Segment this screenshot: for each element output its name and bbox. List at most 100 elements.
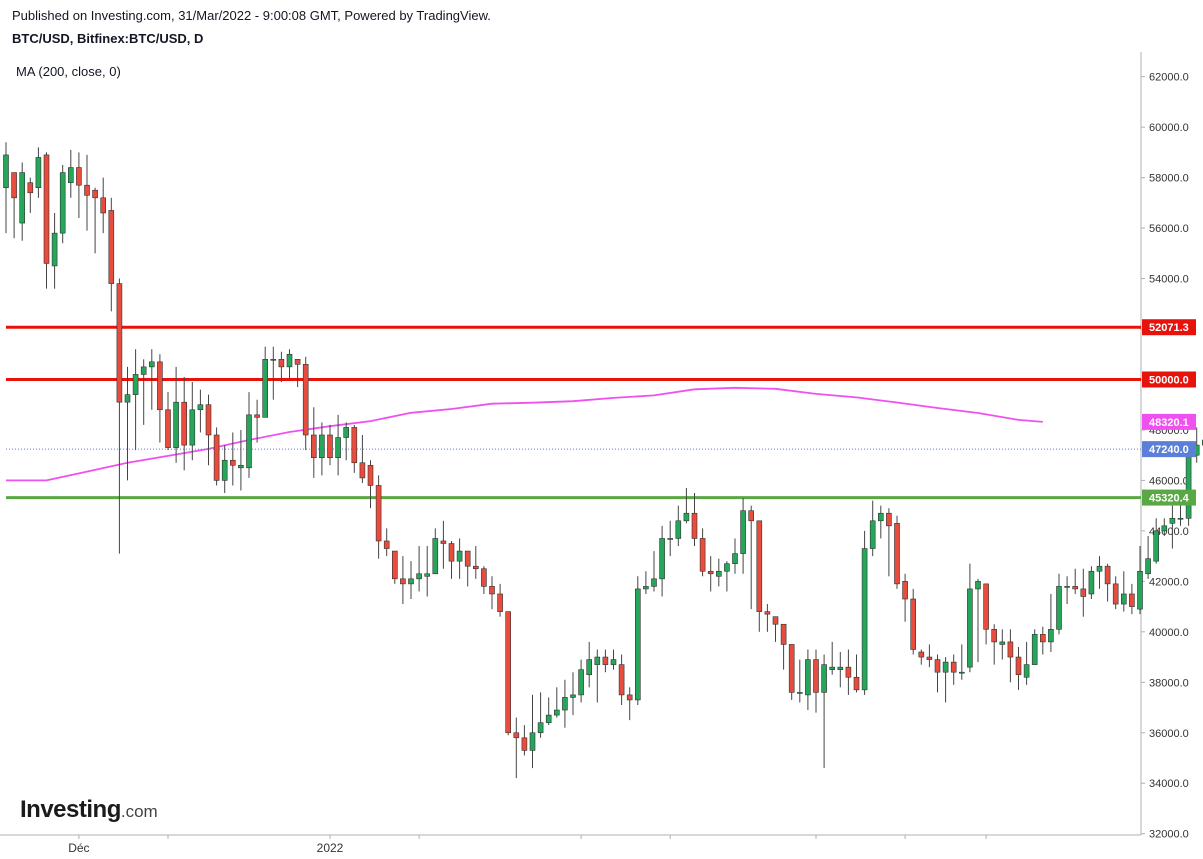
candle-body (456, 550, 463, 562)
investing-logo: Investing.com (20, 796, 158, 824)
candle-body (327, 434, 333, 459)
candle (181, 376, 187, 471)
candle (173, 366, 179, 463)
candle-body (278, 359, 285, 368)
candle-body (51, 232, 58, 267)
candle (707, 556, 714, 592)
candle (772, 616, 779, 642)
candle (367, 460, 374, 509)
candle (602, 649, 609, 673)
candle (829, 641, 836, 675)
candle-body (967, 588, 973, 668)
candle-body (497, 593, 503, 612)
candle-body (367, 464, 374, 486)
candle-body (213, 434, 220, 481)
candle (651, 551, 657, 592)
candle (1112, 576, 1119, 610)
y-tick-label: 42000.0 (1149, 576, 1189, 588)
candle-body (173, 401, 179, 448)
candle (578, 659, 584, 703)
candle (869, 500, 876, 557)
candle (1080, 568, 1087, 617)
symbol-title: BTC/USD, Bitfinex:BTC/USD, D (12, 31, 204, 46)
candle-body (983, 583, 989, 630)
candle (51, 212, 58, 289)
candle-body (1023, 664, 1030, 678)
candle-body (124, 394, 131, 403)
candle (764, 604, 771, 632)
candle (675, 505, 682, 547)
y-tick-label: 54000.0 (1149, 274, 1189, 286)
candle (424, 546, 431, 597)
candle (999, 629, 1006, 660)
candle-body (27, 182, 34, 194)
candle-body (780, 623, 787, 645)
candle (659, 525, 665, 597)
candle (68, 149, 74, 198)
candle-body (416, 573, 422, 580)
candle-body (958, 671, 965, 674)
candle-body (553, 709, 560, 716)
candle (894, 515, 900, 589)
candle (254, 399, 260, 443)
candle (140, 359, 147, 425)
price-tag-label: 48320.1 (1149, 417, 1189, 429)
candle-body (230, 459, 236, 466)
candle-body (659, 538, 665, 580)
candle (416, 546, 422, 592)
candle-body (521, 737, 528, 751)
candle-body (68, 167, 74, 183)
candle-body (1007, 641, 1014, 658)
candle (132, 349, 139, 451)
candle-body (594, 656, 601, 665)
logo-domain: .com (120, 802, 158, 821)
candle-body (788, 644, 795, 693)
candle (1023, 641, 1030, 685)
candle-body (408, 578, 414, 585)
candle-body (764, 611, 771, 615)
candle-body (76, 167, 82, 186)
candle (310, 407, 317, 478)
candle (983, 583, 989, 645)
candle-body (319, 434, 325, 459)
candle (991, 624, 998, 665)
candle (626, 687, 633, 721)
candle-body (489, 586, 495, 595)
candle-body (1145, 558, 1151, 575)
candle-body (715, 570, 722, 577)
candle-body (869, 520, 876, 549)
candle-body (894, 523, 900, 585)
candle (918, 649, 925, 665)
candle-body (335, 437, 341, 459)
candle (586, 641, 593, 688)
candle-body (562, 697, 568, 711)
candle (553, 687, 560, 718)
candle-body (205, 404, 212, 436)
candle (715, 558, 722, 587)
candle (3, 142, 9, 234)
candle-body (756, 520, 763, 612)
candle (562, 679, 568, 728)
candle-body (740, 510, 746, 554)
candle-body (545, 714, 552, 723)
candle (610, 649, 617, 670)
candle-body (165, 409, 171, 448)
candle-body (391, 550, 398, 580)
price-tag: 48320.1 (1142, 413, 1196, 430)
candle-body (570, 694, 576, 698)
candle-body (108, 210, 115, 284)
candle-body (189, 409, 196, 446)
candle (643, 571, 649, 594)
candle-body (886, 512, 892, 527)
candle-body (991, 628, 998, 643)
candle-body (19, 172, 26, 224)
candle (1161, 518, 1168, 536)
candle (230, 432, 236, 486)
candle-body (643, 586, 649, 590)
candle-body (116, 283, 123, 403)
candle (343, 422, 350, 461)
candle-body (140, 366, 147, 375)
candle (845, 649, 852, 695)
candle-body (805, 659, 811, 696)
